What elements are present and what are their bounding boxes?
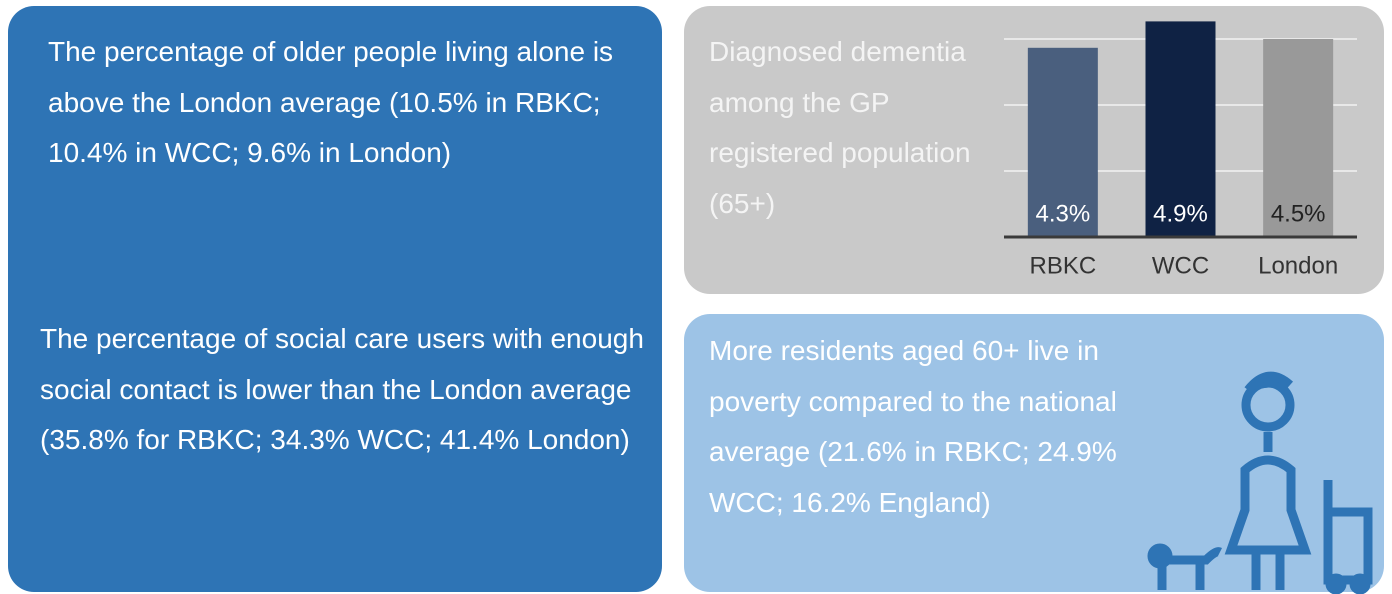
x-tick-label: London [1258, 252, 1338, 279]
x-tick-label: WCC [1152, 252, 1209, 279]
value-label: 4.5% [1271, 200, 1326, 227]
page: The percentage of older people living al… [0, 0, 1392, 594]
value-label: 4.9% [1153, 200, 1208, 227]
chart: 4.3% RBKC 4.9% WCC 4.5% London [0, 0, 1392, 594]
x-tick-label: RBKC [1029, 252, 1096, 279]
value-label: 4.3% [1035, 200, 1090, 227]
older-person-icon [1152, 376, 1368, 590]
